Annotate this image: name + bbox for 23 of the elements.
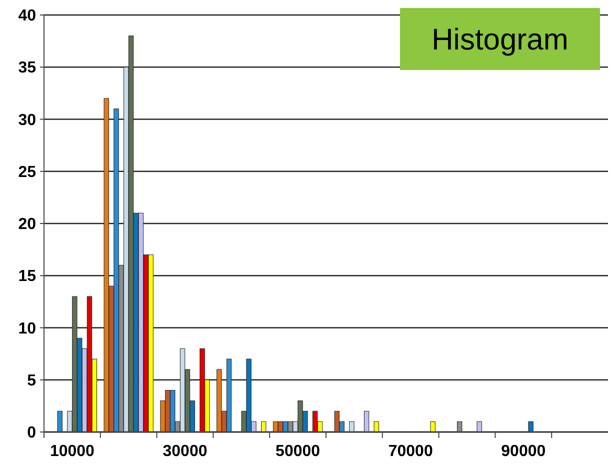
x-tick-label: 90000 — [501, 443, 546, 460]
bar — [57, 410, 62, 432]
y-tick-label: 20 — [18, 216, 36, 234]
y-tick-label: 35 — [18, 60, 36, 77]
bar — [476, 421, 482, 432]
x-tick-label: 10000 — [50, 443, 95, 460]
y-tick-label: 15 — [18, 268, 36, 286]
bar — [456, 421, 462, 432]
bar — [349, 421, 354, 432]
y-tick-label: 25 — [18, 164, 36, 181]
y-tick-label: 0 — [27, 424, 36, 442]
bar — [528, 421, 534, 432]
bar — [364, 410, 370, 432]
y-tick-label: 40 — [18, 8, 36, 25]
x-tick-label: 50000 — [276, 443, 320, 460]
x-tick-label: 30000 — [162, 443, 208, 460]
y-tick-label: 5 — [27, 372, 36, 390]
y-tick-label: 10 — [18, 320, 36, 338]
y-tick-label: 30 — [18, 112, 36, 129]
chart-title: Histogram — [432, 24, 568, 56]
bar — [261, 421, 266, 432]
bar — [430, 421, 436, 432]
x-tick-label: 70000 — [388, 443, 433, 460]
